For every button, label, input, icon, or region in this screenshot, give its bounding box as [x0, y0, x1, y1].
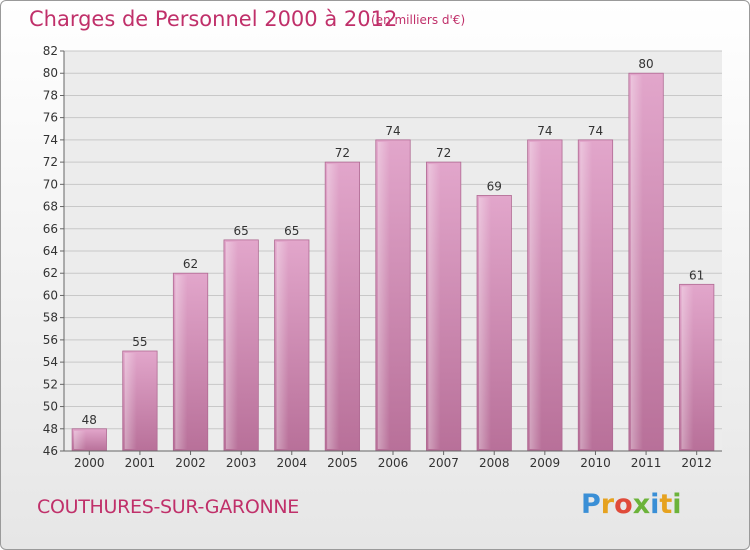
bar-highlight: [124, 353, 137, 449]
y-tick-label: 76: [43, 111, 58, 125]
x-tick-label: 2007: [428, 456, 459, 470]
y-tick-label: 52: [43, 377, 58, 391]
proxiti-logo: Proxiti: [581, 489, 682, 520]
data-label: 80: [638, 57, 653, 71]
y-tick-label: 56: [43, 333, 58, 347]
bar-highlight: [580, 141, 593, 449]
data-label: 62: [183, 257, 198, 271]
data-label: 74: [588, 124, 603, 138]
x-tick-label: 2006: [378, 456, 409, 470]
x-tick-label: 2001: [125, 456, 156, 470]
x-tick-label: 2008: [479, 456, 510, 470]
y-tick-label: 70: [43, 177, 58, 191]
logo-letter: i: [672, 489, 682, 520]
y-tick-label: 46: [43, 444, 58, 458]
y-tick-label: 58: [43, 311, 58, 325]
data-label: 72: [436, 146, 451, 160]
y-tick-label: 66: [43, 222, 58, 236]
logo-letter: r: [600, 489, 615, 520]
bar-highlight: [377, 141, 390, 449]
x-tick-label: 2010: [580, 456, 611, 470]
logo-letter: P: [581, 489, 601, 520]
data-label: 65: [284, 224, 299, 238]
bar-highlight: [225, 241, 238, 449]
bar-highlight: [327, 164, 340, 449]
y-tick-label: 60: [43, 288, 58, 302]
data-label: 48: [82, 413, 97, 427]
y-tick-label: 80: [43, 66, 58, 80]
bar-highlight: [479, 197, 492, 449]
x-tick-label: 2009: [530, 456, 561, 470]
y-tick-label: 50: [43, 400, 58, 414]
x-tick-label: 2005: [327, 456, 358, 470]
x-tick-label: 2004: [276, 456, 307, 470]
x-tick-label: 2011: [631, 456, 662, 470]
data-label: 74: [385, 124, 400, 138]
y-tick-label: 68: [43, 200, 58, 214]
y-tick-label: 54: [43, 355, 58, 369]
x-tick-label: 2003: [226, 456, 257, 470]
x-tick-label: 2002: [175, 456, 206, 470]
y-tick-label: 64: [43, 244, 58, 258]
bar-highlight: [175, 275, 188, 449]
commune-name: COUTHURES-SUR-GARONNE: [37, 496, 300, 518]
logo-letter: x: [632, 489, 651, 520]
x-tick-label: 2012: [681, 456, 712, 470]
logo-letter: t: [659, 489, 673, 520]
bar-highlight: [276, 241, 289, 449]
logo-letter: o: [614, 489, 633, 520]
y-tick-label: 74: [43, 133, 58, 147]
data-label: 74: [537, 124, 552, 138]
data-label: 72: [335, 146, 350, 160]
data-label: 69: [487, 179, 502, 193]
logo-letter: i: [650, 489, 660, 520]
chart-title: Charges de Personnel 2000 à 2012: [29, 7, 398, 31]
bar-highlight: [428, 164, 441, 449]
data-label: 61: [689, 268, 704, 282]
data-label: 55: [132, 335, 147, 349]
data-label: 65: [234, 224, 249, 238]
bar-highlight: [630, 75, 643, 449]
y-tick-label: 78: [43, 88, 58, 102]
y-tick-label: 62: [43, 266, 58, 280]
bar-highlight: [681, 286, 694, 449]
bars: 48 55 62 65 65 72 74 72 69 74 74 80 61: [71, 57, 715, 452]
x-tick-label: 2000: [74, 456, 105, 470]
bar-highlight: [529, 141, 542, 449]
y-tick-label: 48: [43, 422, 58, 436]
axes: 46 48 50 52 54 56 58 60 62 64 66 68 70 72 74 76 78 80 82 20…: [43, 44, 722, 470]
y-tick-label: 82: [43, 44, 58, 58]
bar-highlight: [74, 430, 87, 449]
chart-unit: (en milliers d'€): [371, 13, 466, 27]
y-tick-label: 72: [43, 155, 58, 169]
